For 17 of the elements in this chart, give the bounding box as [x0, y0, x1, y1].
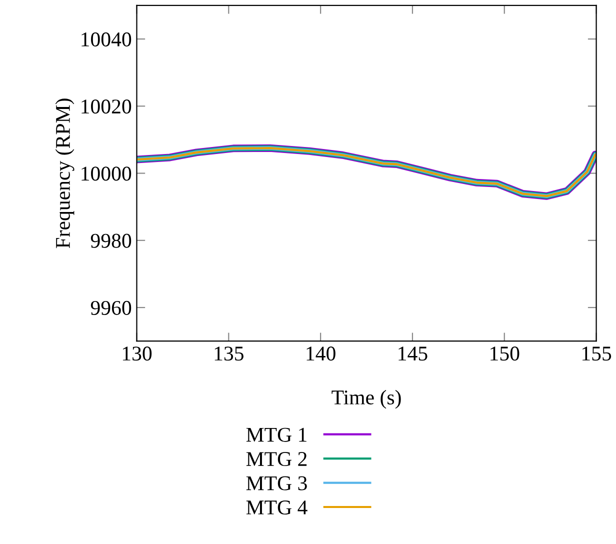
x-tick-label: 145: [398, 346, 428, 361]
x-tick-label: 140: [306, 346, 336, 361]
legend-label: MTG 1: [246, 428, 306, 442]
x-tick-label: 155: [582, 346, 612, 361]
y-tick-label: 10040: [82, 32, 132, 46]
y-tick-label: 9980: [90, 234, 132, 248]
legend-label: MTG 2: [246, 452, 307, 466]
x-tick-label: 130: [122, 346, 152, 361]
y-tick-label: 10000: [82, 166, 132, 181]
x-tick-label: 135: [214, 346, 244, 361]
y-axis-title: Frequency (RPM): [55, 98, 74, 248]
x-axis-title: Time (s): [332, 390, 401, 409]
legend-label: MTG 3: [246, 476, 307, 490]
y-tick-label: 10020: [82, 100, 132, 114]
y-tick-label: 9960: [90, 300, 132, 315]
legend-label: MTG 4: [246, 500, 308, 515]
x-tick-label: 150: [490, 346, 520, 361]
